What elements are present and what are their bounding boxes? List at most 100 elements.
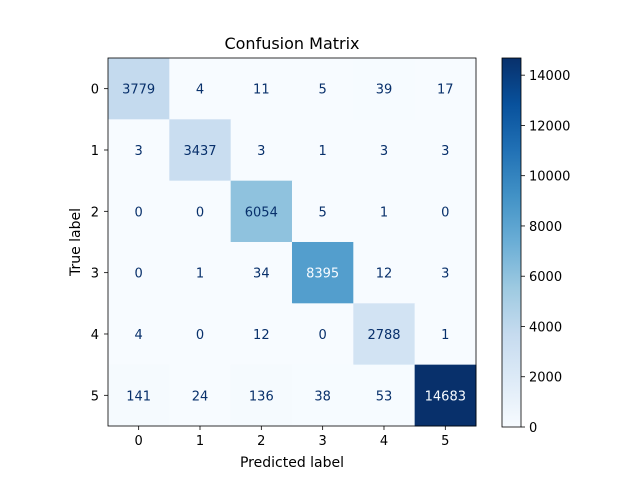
colorbar-ticks: 0 2000 4000 6000 8000 10000 12000 14000: [521, 69, 570, 436]
heatmap-cell: [414, 119, 477, 182]
cell-value-label: 53: [376, 389, 393, 404]
cell-value-label: 4: [196, 83, 204, 98]
heatmap-cell: [108, 364, 170, 427]
cell-value-label: 0: [319, 328, 327, 343]
cell-value-label: 8395: [306, 267, 339, 282]
cell-value-label: 1: [380, 205, 388, 220]
heatmap-cell: [230, 58, 293, 120]
heatmap-cell: [169, 241, 232, 304]
heatmap-cell: [108, 303, 170, 366]
heatmap-cell: [230, 241, 293, 304]
heatmap-cell: [291, 241, 354, 304]
cell-value-label: 3: [135, 144, 143, 159]
heatmap-cell: [230, 364, 293, 427]
heatmap-cell: [108, 58, 170, 120]
cell-value-label: 1: [196, 267, 204, 282]
colorbar-tick-label: 10000: [529, 170, 570, 185]
cell-value-label: 0: [196, 205, 204, 220]
colorbar-tick-label: 6000: [529, 270, 562, 285]
cell-value-label: 1: [441, 328, 449, 343]
colorbar-tick-label: 0: [529, 421, 537, 436]
heatmap-cell: [108, 180, 170, 243]
colorbar-tick-label: 4000: [529, 320, 562, 335]
cell-value-label: 5: [319, 83, 327, 98]
cell-value-label: 11: [253, 83, 270, 98]
cell-value-label: 6054: [245, 205, 278, 220]
heatmap-cell: [414, 303, 477, 366]
x-axis-ticks: 0 1 2 3 4 5: [135, 426, 449, 449]
heatmap-cell: [353, 241, 416, 304]
cell-value-label: 14683: [425, 389, 466, 404]
cell-value-label: 141: [126, 389, 151, 404]
plot-frame: [107, 57, 477, 427]
x-tick-label: 2: [257, 434, 265, 449]
cell-value-label: 3437: [183, 144, 216, 159]
y-tick-label: 3: [91, 267, 99, 282]
cell-value-label: 12: [376, 267, 393, 282]
chart-title: Confusion Matrix: [224, 34, 359, 53]
heatmap-cell: [414, 241, 477, 304]
heatmap-cell: [414, 364, 477, 427]
x-tick-label: 3: [319, 434, 327, 449]
heatmap-cell: [291, 364, 354, 427]
y-tick-label: 5: [91, 389, 99, 404]
cell-value-label: 136: [249, 389, 274, 404]
colorbar-tick-label: 14000: [529, 69, 570, 84]
cell-value-label: 5: [319, 205, 327, 220]
x-tick-label: 4: [380, 434, 388, 449]
x-tick-label: 5: [441, 434, 449, 449]
heatmap-cell: [230, 303, 293, 366]
colorbar-tick-label: 8000: [529, 220, 562, 235]
y-tick-label: 4: [91, 328, 99, 343]
cell-value-label: 0: [441, 205, 449, 220]
heatmap-cell: [169, 58, 232, 120]
heatmap-cell: [414, 58, 477, 120]
y-axis-label: True label: [68, 208, 84, 277]
cell-value-label: 3: [257, 144, 265, 159]
heatmap-cell: [291, 180, 354, 243]
cell-value-label: 38: [314, 389, 331, 404]
heatmap-cell: [108, 119, 170, 182]
cell-value-label: 0: [196, 328, 204, 343]
heatmap-cell: [291, 119, 354, 182]
heatmap-cell: [169, 119, 232, 182]
heatmap-cell: [353, 119, 416, 182]
heatmap-cell: [414, 180, 477, 243]
heatmap-cell: [353, 303, 416, 366]
heatmap-cell: [169, 364, 232, 427]
y-tick-label: 1: [91, 144, 99, 159]
cell-value-label: 3: [380, 144, 388, 159]
cell-value-label: 0: [135, 205, 143, 220]
cell-value-label: 0: [135, 267, 143, 282]
cell-value-label: 3779: [122, 83, 155, 98]
colorbar-tick-label: 2000: [529, 371, 562, 386]
cell-value-label: 17: [437, 83, 454, 98]
heatmap-cell: [291, 58, 354, 120]
x-tick-label: 1: [196, 434, 204, 449]
cell-value-label: 2788: [367, 328, 400, 343]
x-axis-label: Predicted label: [240, 455, 344, 471]
heatmap-cells: 3779 4 11 5 39 173 3437 3 1 3 30 0 6054 5 1 00 1 34 8395 12…: [108, 58, 477, 427]
cell-value-label: 12: [253, 328, 270, 343]
cell-value-label: 4: [135, 328, 143, 343]
heatmap-cell: [230, 180, 293, 243]
colorbar-tick-label: 12000: [529, 119, 570, 134]
y-tick-label: 2: [91, 205, 99, 220]
heatmap-cell: [353, 364, 416, 427]
heatmap-cell: [169, 303, 232, 366]
cell-value-label: 39: [376, 83, 393, 98]
heatmap-cell: [108, 241, 170, 304]
heatmap-cell: [169, 180, 232, 243]
heatmap-cell: [353, 180, 416, 243]
cell-value-label: 24: [192, 389, 209, 404]
cell-value-label: 3: [441, 144, 449, 159]
cell-value-label: 3: [441, 267, 449, 282]
y-axis-ticks: 0 1 2 3 4 5: [91, 83, 108, 404]
colorbar: [501, 57, 522, 428]
x-tick-label: 0: [135, 434, 143, 449]
cell-value-label: 34: [253, 267, 270, 282]
heatmap-cell: [230, 119, 293, 182]
heatmap-cell: [291, 303, 354, 366]
cell-value-label: 1: [319, 144, 327, 159]
